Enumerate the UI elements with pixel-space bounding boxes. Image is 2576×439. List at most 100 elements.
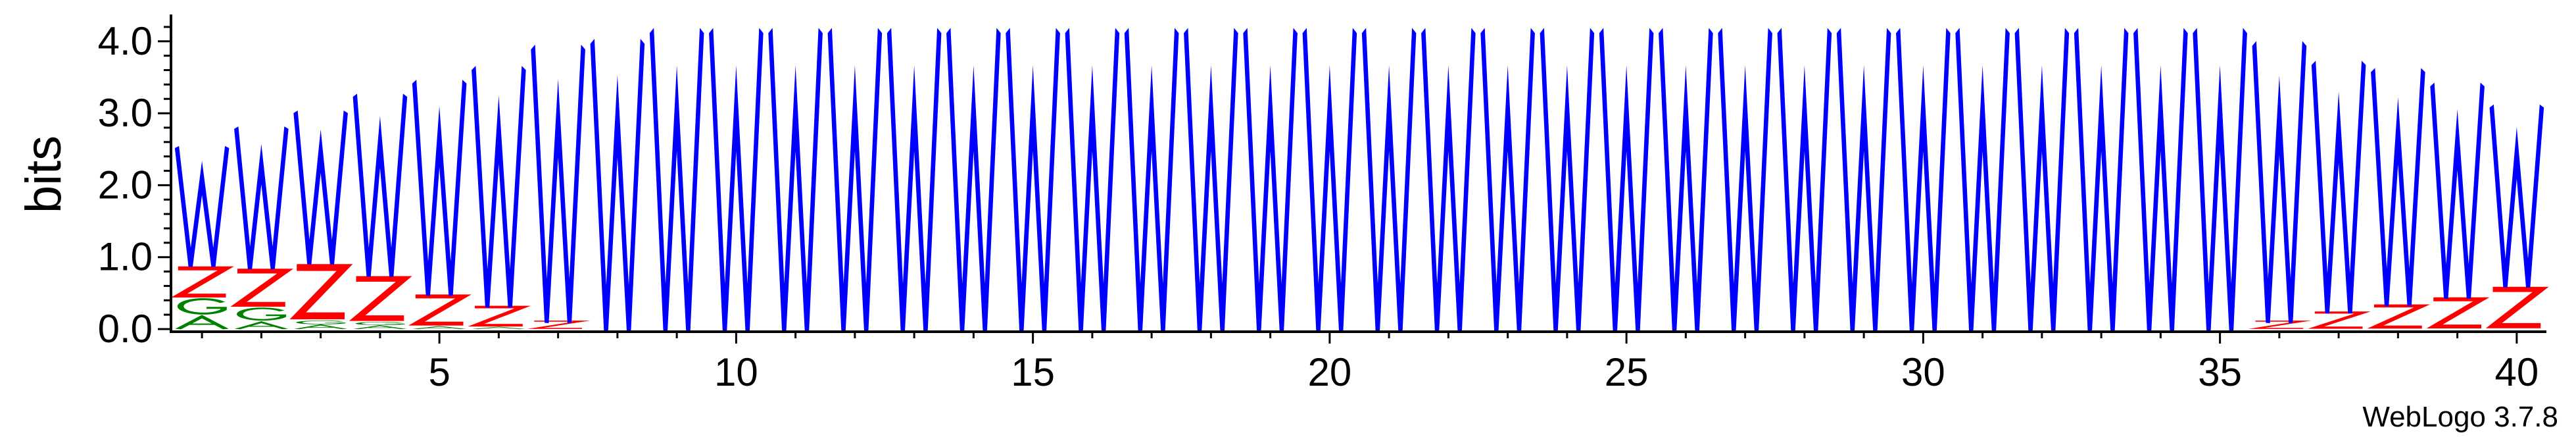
logo-column-5 (408, 80, 472, 330)
logo-column-2 (230, 126, 294, 330)
letter-W-pos-7 (531, 44, 585, 323)
letter-Z-pos-38 (2367, 304, 2431, 329)
logo-column-15 (1006, 28, 1060, 332)
logo-column-24 (1540, 28, 1595, 332)
weblogo-credit: WebLogo 3.7.8 (2362, 401, 2558, 433)
letter-Z-pos-40 (2485, 286, 2549, 328)
letter-W-pos-16 (1065, 28, 1120, 332)
letter-W-pos-24 (1540, 28, 1595, 332)
letter-A-pos-5 (412, 326, 466, 330)
letter-G-pos-4 (355, 322, 405, 326)
letter-W-pos-4 (352, 93, 408, 277)
letter-W-pos-2 (234, 126, 289, 270)
letter-W-pos-20 (1302, 28, 1357, 332)
letter-W-pos-19 (1243, 28, 1298, 332)
logo-column-11 (768, 28, 823, 332)
letter-W-pos-31 (1955, 28, 2010, 332)
logo-column-30 (1896, 28, 1951, 332)
letter-W-pos-28 (1777, 28, 1832, 332)
logo-column-38 (2367, 68, 2431, 329)
letter-Z-pos-36 (2248, 321, 2312, 329)
logo-column-40 (2485, 104, 2549, 328)
x-tick-label: 40 (2495, 350, 2539, 394)
letter-A-pos-2 (234, 321, 289, 330)
logo-column-35 (2193, 28, 2247, 332)
y-tick-label: 3.0 (98, 91, 153, 135)
y-tick-label: 1.0 (98, 235, 153, 279)
letter-W-pos-12 (827, 28, 883, 332)
letter-W-pos-13 (887, 28, 942, 332)
letter-W-pos-26 (1659, 28, 1713, 332)
logo-column-14 (946, 28, 1001, 332)
x-tick-label: 20 (1308, 350, 1352, 394)
x-tick-label: 35 (2198, 350, 2242, 394)
x-tick-label: 5 (428, 350, 450, 394)
letter-W-pos-11 (768, 28, 823, 332)
letter-A-pos-3 (293, 324, 348, 330)
logo-column-32 (2014, 28, 2070, 332)
logo-column-29 (1836, 28, 1891, 332)
logo-column-39 (2426, 82, 2490, 329)
logo-column-6 (468, 66, 531, 330)
logo-column-3 (289, 110, 353, 330)
x-tick-label: 25 (1605, 350, 1649, 394)
letter-W-pos-35 (2193, 28, 2247, 332)
letter-W-pos-8 (590, 38, 645, 332)
letter-A-pos-6 (472, 326, 526, 330)
letter-Z-pos-2 (230, 269, 294, 307)
x-tick-label: 15 (1011, 350, 1055, 394)
letter-W-pos-18 (1184, 28, 1238, 332)
letter-W-pos-10 (709, 28, 764, 332)
letter-G-pos-3 (296, 320, 346, 324)
logo-column-8 (590, 38, 645, 332)
letter-W-pos-1 (174, 145, 230, 267)
letter-A-pos-4 (353, 325, 407, 330)
logo-column-26 (1659, 28, 1713, 332)
logo-column-16 (1065, 28, 1120, 332)
letter-Z-pos-39 (2426, 297, 2490, 329)
letter-W-pos-23 (1480, 28, 1535, 332)
letter-W-pos-32 (2014, 28, 2070, 332)
letter-W-pos-29 (1836, 28, 1891, 332)
letter-W-pos-34 (2133, 28, 2188, 332)
logo-column-31 (1955, 28, 2010, 332)
letter-A-pos-1 (175, 315, 229, 330)
letter-G-pos-1 (177, 298, 227, 315)
letter-W-pos-9 (649, 28, 704, 332)
logo-column-21 (1361, 28, 1417, 332)
logo-column-19 (1243, 28, 1298, 332)
y-axis: 0.0 1.0 2.0 3.0 4.0 (98, 14, 172, 351)
logo-column-36 (2248, 41, 2312, 329)
logo-column-27 (1718, 28, 1772, 332)
letter-W-pos-5 (412, 80, 467, 296)
logo-column-25 (1599, 28, 1654, 332)
letter-Z-pos-1 (171, 266, 234, 298)
letter-Z-pos-4 (349, 276, 412, 321)
logo-column-28 (1777, 28, 1832, 332)
letter-Z-pos-3 (289, 264, 353, 320)
letter-W-pos-6 (472, 66, 526, 308)
letter-Z-pos-37 (2308, 311, 2371, 329)
logo-column-23 (1480, 28, 1535, 332)
letter-W-pos-17 (1124, 28, 1179, 332)
letter-W-pos-15 (1006, 28, 1060, 332)
logo-column-7 (527, 44, 591, 329)
letter-W-pos-36 (2252, 41, 2307, 324)
y-tick-label: 2.0 (98, 163, 153, 207)
logo-column-37 (2308, 61, 2371, 329)
letter-Z-pos-7 (527, 321, 591, 329)
x-axis: 5 10 15 20 25 30 35 40 (171, 330, 2546, 394)
y-axis-label: bits (16, 136, 72, 213)
letter-W-pos-40 (2489, 104, 2544, 288)
letter-W-pos-14 (946, 28, 1001, 332)
letter-Z-pos-5 (408, 294, 472, 326)
letter-W-pos-39 (2430, 82, 2485, 299)
logo-column-33 (2074, 28, 2129, 332)
logo-column-17 (1124, 28, 1179, 332)
letter-W-pos-22 (1421, 28, 1476, 332)
logo-column-9 (649, 28, 704, 332)
letter-W-pos-38 (2371, 68, 2425, 307)
logo-column-10 (709, 28, 764, 332)
logo-column-22 (1421, 28, 1476, 332)
